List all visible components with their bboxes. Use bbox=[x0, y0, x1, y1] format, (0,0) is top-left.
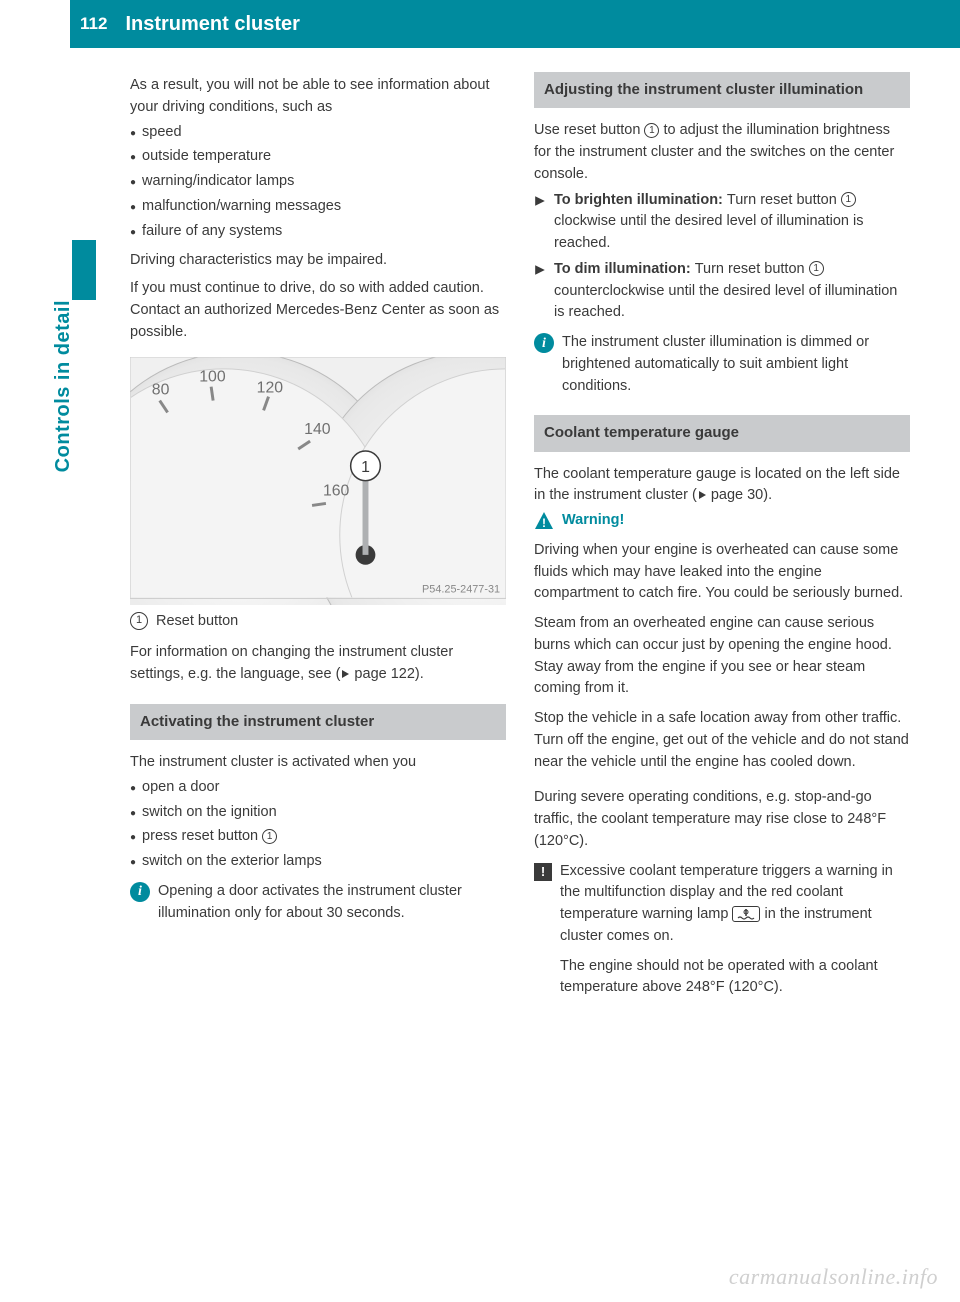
text-bold: To dim illumination: bbox=[554, 261, 695, 277]
bullet-icon: ● bbox=[130, 150, 136, 165]
warning-title: Warning! bbox=[562, 510, 624, 532]
paragraph: The coolant temperature gauge is located… bbox=[534, 464, 910, 508]
page-ref-icon bbox=[697, 490, 707, 500]
list-item: ● open a door bbox=[130, 777, 506, 799]
svg-text:100: 100 bbox=[199, 369, 226, 386]
warning-paragraph: Steam from an overheated engine can caus… bbox=[534, 613, 910, 700]
svg-text:80: 80 bbox=[152, 382, 170, 399]
list-item-text: press reset button 1 bbox=[142, 826, 277, 848]
caution-text-continued: The engine should not be operated with a… bbox=[534, 956, 910, 1000]
list-item: ● press reset button 1 bbox=[130, 826, 506, 848]
svg-text:140: 140 bbox=[304, 421, 331, 438]
text: Use reset button bbox=[534, 122, 644, 138]
list-item-text: switch on the ignition bbox=[142, 802, 277, 824]
text: page 30). bbox=[707, 487, 772, 503]
warning-body: Warning! bbox=[562, 510, 624, 532]
section-heading-coolant: Coolant temperature gauge bbox=[534, 415, 910, 451]
sidebar-tab bbox=[72, 240, 96, 300]
section-heading-illumination: Adjusting the instrument cluster illumin… bbox=[534, 72, 910, 108]
page-title: Instrument cluster bbox=[117, 13, 299, 36]
sidebar-section-label: Controls in detail bbox=[52, 300, 75, 472]
watermark: carmanualsonline.info bbox=[729, 1264, 938, 1290]
circled-number-1-icon: 1 bbox=[262, 829, 277, 844]
list-item: ● warning/indicator lamps bbox=[130, 171, 506, 193]
text: Turn reset button bbox=[695, 261, 809, 277]
info-note: i Opening a door activates the instrumen… bbox=[130, 881, 506, 925]
figure-callout: 1 Reset button bbox=[130, 611, 506, 633]
instruction-text: To dim illumination: Turn reset button 1… bbox=[554, 259, 910, 324]
bullet-icon: ● bbox=[130, 225, 136, 240]
list-item: ● switch on the exterior lamps bbox=[130, 851, 506, 873]
svg-text:160: 160 bbox=[323, 483, 350, 500]
info-icon: i bbox=[130, 882, 150, 902]
list-item-text: failure of any systems bbox=[142, 221, 282, 243]
info-text: The instrument cluster illumination is d… bbox=[562, 332, 910, 397]
text: counterclockwise until the desired level… bbox=[554, 283, 897, 321]
exclamation-icon: ! bbox=[534, 863, 552, 881]
text: page 122). bbox=[350, 666, 423, 682]
step-triangle-icon bbox=[534, 264, 546, 276]
svg-text:!: ! bbox=[542, 516, 546, 530]
caution-text: Excessive coolant temperature triggers a… bbox=[560, 861, 910, 948]
warning-block: ! Warning! bbox=[534, 510, 910, 532]
list-item-text: warning/indicator lamps bbox=[142, 171, 294, 193]
instrument-cluster-figure: 80 100 120 140 160 bbox=[130, 357, 506, 604]
caution-note: ! Excessive coolant temperature triggers… bbox=[534, 861, 910, 948]
circled-number-1-icon: 1 bbox=[644, 123, 659, 138]
warning-paragraph: Driving when your engine is overheated c… bbox=[534, 540, 910, 605]
step-triangle-icon bbox=[534, 195, 546, 207]
page-header: 112 Instrument cluster bbox=[70, 0, 960, 48]
left-column: As a result, you will not be able to see… bbox=[130, 72, 506, 1002]
instruction-text: To brighten illumination: Turn reset but… bbox=[554, 190, 910, 255]
paragraph: If you must continue to drive, do so wit… bbox=[130, 278, 506, 343]
list-item: ● speed bbox=[130, 122, 506, 144]
svg-text:1: 1 bbox=[361, 459, 370, 476]
page-ref-icon bbox=[340, 669, 350, 679]
list-item-text: speed bbox=[142, 122, 182, 144]
section-heading-activating: Activating the instrument cluster bbox=[130, 704, 506, 740]
figure-id-text: P54.25-2477-31 bbox=[422, 584, 500, 596]
paragraph: For information on changing the instrume… bbox=[130, 642, 506, 686]
paragraph: During severe operating conditions, e.g.… bbox=[534, 787, 910, 852]
circled-number-1-icon: 1 bbox=[130, 612, 148, 630]
instruction-item: To brighten illumination: Turn reset but… bbox=[534, 190, 910, 255]
page-number: 112 bbox=[70, 0, 117, 48]
list-item: ● outside temperature bbox=[130, 146, 506, 168]
bullet-icon: ● bbox=[130, 126, 136, 141]
text: Turn reset button bbox=[727, 192, 841, 208]
list-item: ● failure of any systems bbox=[130, 221, 506, 243]
paragraph: Use reset button 1 to adjust the illumin… bbox=[534, 120, 910, 185]
warning-triangle-icon: ! bbox=[534, 511, 554, 531]
right-column: Adjusting the instrument cluster illumin… bbox=[534, 72, 910, 1002]
content-area: As a result, you will not be able to see… bbox=[0, 48, 960, 1002]
paragraph: The instrument cluster is activated when… bbox=[130, 752, 506, 774]
info-icon: i bbox=[534, 333, 554, 353]
text: press reset button bbox=[142, 828, 262, 844]
warning-paragraph: Stop the vehicle in a safe location away… bbox=[534, 708, 910, 773]
coolant-lamp-icon bbox=[732, 906, 760, 922]
info-text: Opening a door activates the instrument … bbox=[158, 881, 506, 925]
svg-text:120: 120 bbox=[257, 380, 284, 397]
list-item-text: switch on the exterior lamps bbox=[142, 851, 322, 873]
bullet-icon: ● bbox=[130, 175, 136, 190]
list-item-text: open a door bbox=[142, 777, 219, 799]
instruction-item: To dim illumination: Turn reset button 1… bbox=[534, 259, 910, 324]
circled-number-1-icon: 1 bbox=[809, 261, 824, 276]
list-item: ● switch on the ignition bbox=[130, 802, 506, 824]
text-bold: To brighten illumination: bbox=[554, 192, 727, 208]
circled-number-1-icon: 1 bbox=[841, 192, 856, 207]
bullet-icon: ● bbox=[130, 830, 136, 845]
list-item: ● malfunction/warning messages bbox=[130, 196, 506, 218]
bullet-icon: ● bbox=[130, 806, 136, 821]
paragraph: Driving characteristics may be impaired. bbox=[130, 250, 506, 272]
intro-paragraph: As a result, you will not be able to see… bbox=[130, 75, 506, 119]
callout-text: Reset button bbox=[156, 611, 238, 633]
list-item-text: malfunction/warning messages bbox=[142, 196, 341, 218]
bullet-icon: ● bbox=[130, 200, 136, 215]
list-item-text: outside temperature bbox=[142, 146, 271, 168]
bullet-icon: ● bbox=[130, 781, 136, 796]
bullet-icon: ● bbox=[130, 855, 136, 870]
info-note: i The instrument cluster illumination is… bbox=[534, 332, 910, 397]
text: clockwise until the desired level of ill… bbox=[554, 213, 863, 251]
